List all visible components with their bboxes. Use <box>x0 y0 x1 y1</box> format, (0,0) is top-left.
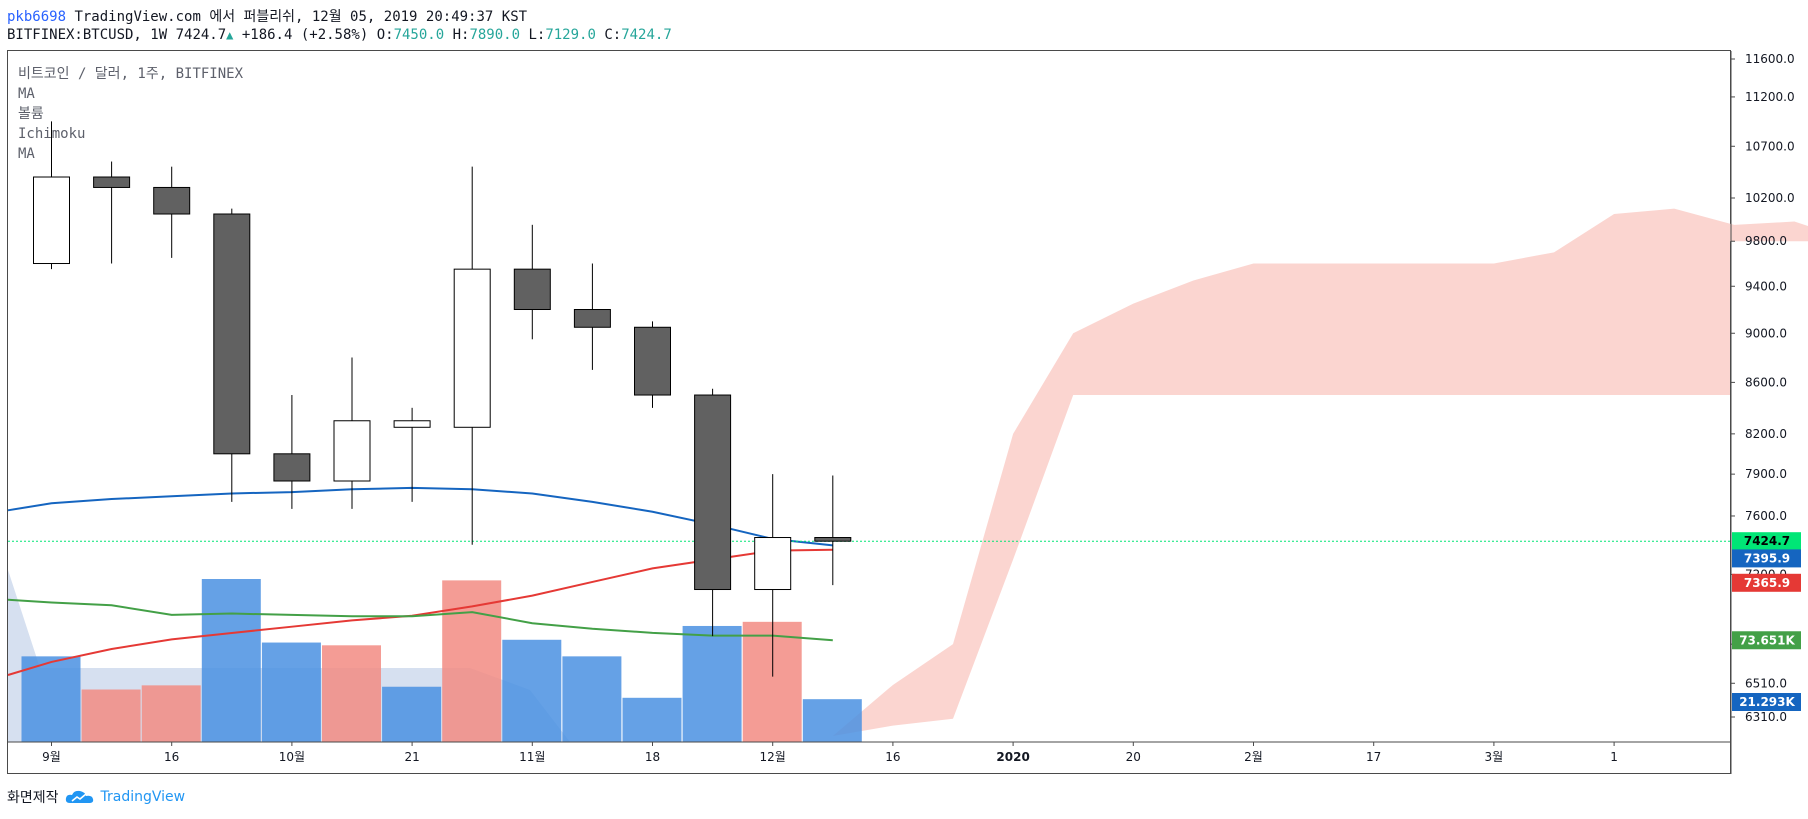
author-link[interactable]: pkb6698 <box>7 9 67 25</box>
volume-bar <box>682 625 742 742</box>
candle-body <box>393 420 431 428</box>
volume-bar <box>141 685 201 742</box>
published-line: TradingView.com 에서 퍼블리쉬, 12월 05, 2019 20… <box>74 9 528 25</box>
open-value: 7450.0 <box>393 27 445 43</box>
y-tick-label: 8600.0 <box>1745 375 1787 389</box>
candle-body <box>573 309 611 328</box>
candle-body <box>513 268 551 311</box>
y-tick-label: 9800.0 <box>1745 234 1787 248</box>
legend-ma-2[interactable]: MA <box>18 146 35 162</box>
price-badge-label: 21.293K <box>1739 695 1795 709</box>
y-tick-label: 8200.0 <box>1745 427 1787 441</box>
tradingview-cloud-icon <box>65 790 93 803</box>
price-badge <box>1732 532 1801 551</box>
y-tick-label: 11200.0 <box>1745 90 1795 104</box>
candle-body <box>273 453 311 482</box>
high-label: H: <box>452 27 470 43</box>
close-value: 7424.7 <box>621 27 672 43</box>
volume-bar <box>322 645 381 742</box>
y-tick-label: 7900.0 <box>1745 467 1787 481</box>
publish-info: pkb6698 TradingView.com 에서 퍼블리쉬, 12월 05,… <box>7 6 527 26</box>
price-badge <box>1732 631 1801 650</box>
price-badge <box>1732 693 1801 711</box>
volume-bar <box>622 697 682 742</box>
legend-ma-1[interactable]: MA <box>18 86 35 102</box>
volume-bar <box>81 689 141 742</box>
candle-body <box>213 213 251 455</box>
made-with-label: 화면제작 <box>7 790 59 806</box>
volume-bar <box>201 579 261 742</box>
candle-body <box>634 326 671 396</box>
candle-body <box>153 186 191 215</box>
open-label: O: <box>376 27 394 43</box>
candle-body <box>453 268 491 428</box>
price-badge-label: 7395.9 <box>1744 551 1790 565</box>
candle-body <box>754 537 792 591</box>
volume-bar <box>382 686 442 742</box>
candle-body <box>694 394 732 591</box>
price-badge-label: 73.651K <box>1739 633 1795 647</box>
low-label: L: <box>528 27 546 43</box>
x-tick-label: 2020 <box>996 750 1029 764</box>
up-arrow-icon: ▲ <box>226 28 234 42</box>
x-tick-label: 20 <box>1126 750 1141 764</box>
legend-title: 비트코인 / 달러, 1주, BITFINEX <box>18 66 244 82</box>
x-tick-label: 10월 <box>279 750 305 764</box>
x-tick-label: 3월 <box>1485 750 1504 764</box>
candle-body <box>33 176 70 265</box>
y-tick-label: 10200.0 <box>1745 191 1795 205</box>
x-tick-label: 11월 <box>519 750 545 764</box>
y-tick-label: 11600.0 <box>1745 52 1795 66</box>
price-badge <box>1732 549 1801 568</box>
candle-body <box>333 420 371 482</box>
x-tick-label: 12월 <box>760 750 786 764</box>
symbol-label: BITFINEX:BTCUSD, 1W <box>7 27 168 43</box>
legend-volume[interactable]: 볼륨 <box>18 106 44 122</box>
volume-bar <box>21 656 81 742</box>
low-value: 7129.0 <box>545 27 596 43</box>
candle-body <box>814 537 852 542</box>
x-tick-label: 16 <box>885 750 900 764</box>
volume-bar <box>562 656 622 742</box>
volume-bar <box>261 642 321 742</box>
x-tick-label: 17 <box>1366 750 1381 764</box>
ichimoku-cloud <box>772 208 1808 740</box>
close-label: C: <box>604 27 622 43</box>
tradingview-logo-text[interactable]: TradingView <box>100 789 186 805</box>
legend-ichimoku[interactable]: Ichimoku <box>18 126 86 142</box>
volume-bar <box>802 699 862 742</box>
last-price: 7424.7 <box>175 27 227 43</box>
high-value: 7890.0 <box>469 27 521 43</box>
x-tick-label: 9월 <box>42 750 61 764</box>
volume-bar <box>442 580 502 742</box>
volume-bar <box>502 639 562 742</box>
y-tick-label: 6310.0 <box>1745 710 1787 724</box>
x-tick-label: 16 <box>164 750 179 764</box>
y-tick-label: 6510.0 <box>1745 676 1787 690</box>
y-tick-label: 9400.0 <box>1745 279 1787 293</box>
change-value: +186.4 (+2.58%) <box>241 27 369 43</box>
x-tick-label: 21 <box>404 750 419 764</box>
x-tick-label: 1 <box>1610 750 1618 764</box>
chart-legend: 비트코인 / 달러, 1주, BITFINEX MA 볼륨 Ichimoku M… <box>18 64 243 164</box>
y-tick-label: 7600.0 <box>1745 509 1787 523</box>
volume-ma-green-line <box>7 598 833 642</box>
x-tick-label: 2월 <box>1244 750 1263 764</box>
footer: 화면제작 TradingView <box>7 787 185 807</box>
price-badge-label: 7365.9 <box>1744 576 1790 590</box>
y-tick-label: 9000.0 <box>1745 326 1787 340</box>
price-badge-label: 7424.7 <box>1744 534 1790 548</box>
candle-body <box>93 176 131 188</box>
x-tick-label: 18 <box>645 750 660 764</box>
price-badge <box>1732 573 1801 592</box>
y-tick-label: 10700.0 <box>1745 139 1795 153</box>
ohlc-bar: BITFINEX:BTCUSD, 1W 7424.7▲ +186.4 (+2.5… <box>7 27 672 43</box>
